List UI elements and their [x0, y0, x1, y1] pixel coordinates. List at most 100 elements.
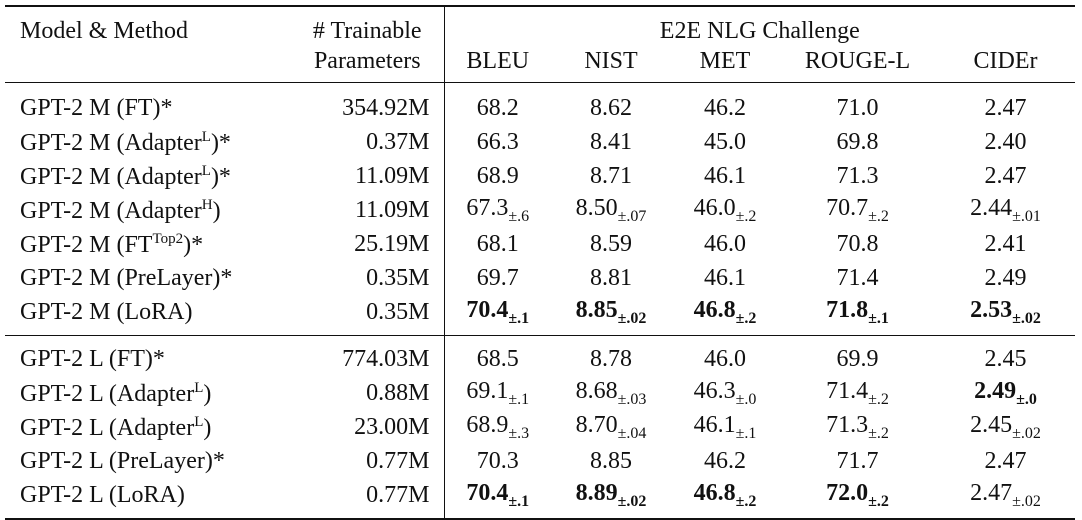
- metric-cell-rouge-l: 71.0: [779, 83, 936, 126]
- model-name: GPT-2 L (Adapter: [20, 414, 195, 441]
- metric-value: 8.85: [575, 296, 618, 323]
- metric-cell-cider: 2.47: [936, 444, 1075, 478]
- metric-std: ±.2: [735, 309, 757, 327]
- metric-value: 8.50: [575, 194, 618, 221]
- metric-cell-met: 46.3±.0: [671, 376, 779, 410]
- metric-cell-bleu: 69.1±.1: [444, 376, 551, 410]
- model-name: GPT-2 L (FT)*: [20, 346, 165, 372]
- metric-value: 46.2: [704, 95, 746, 121]
- metric-std: ±.02: [1012, 424, 1041, 442]
- metric-cell-cider: 2.49±.0: [936, 376, 1075, 410]
- model-name: GPT-2 M (FT: [20, 231, 153, 258]
- metric-value: 70.3: [476, 448, 519, 474]
- metric-cell-nist: 8.59: [551, 227, 671, 261]
- table-header: Model & Method # Trainable E2E NLG Chall…: [5, 5, 1076, 83]
- header-row-2: Parameters BLEU NIST MET ROUGE-L CIDEr: [5, 44, 1076, 83]
- table-row: GPT-2 M (FT)* 354.92M 68.2 8.62 46.2 71.0 2.47: [5, 82, 1075, 126]
- metric-value: 70.7: [826, 194, 869, 221]
- metric-cell-met: 46.8±.2: [671, 295, 779, 336]
- metric-value: 70.4: [466, 479, 509, 506]
- metric-cell-cider: 2.53±.02: [936, 295, 1076, 336]
- metric-value: 2.53: [970, 296, 1013, 323]
- metric-std: ±.02: [617, 309, 647, 327]
- metric-cell-rouge-l: 71.8±.1: [779, 295, 936, 336]
- metric-value: 8.70: [575, 411, 618, 438]
- metric-cell-rouge-l: 69.8: [779, 125, 936, 159]
- metric-value: 46.1: [693, 411, 736, 438]
- table-row: GPT-2 L (LoRA) 0.77M 70.4±.1 8.89±.02 46.8±.…: [5, 478, 1076, 520]
- metric-cell-rouge-l: 69.9: [779, 336, 936, 377]
- trainable-params-cell: 0.37M: [290, 125, 445, 159]
- metric-value: 67.3: [466, 194, 509, 221]
- metric-std: ±.2: [868, 390, 889, 408]
- metric-value: 8.41: [590, 129, 632, 155]
- metric-value: 2.41: [984, 231, 1027, 257]
- metric-cell-cider: 2.47: [936, 159, 1075, 193]
- metric-cell-rouge-l: 70.7±.2: [779, 193, 936, 227]
- model-superscript: L: [201, 128, 211, 145]
- metric-cell-cider: 2.47±.02: [936, 478, 1076, 520]
- trainable-params-cell: 774.03M: [290, 335, 445, 376]
- metric-std: ±.2: [735, 492, 757, 510]
- metric-cell-met: 46.2: [671, 83, 779, 126]
- model-superscript: H: [201, 196, 213, 213]
- trainable-params-cell: 0.77M: [290, 478, 445, 520]
- table-row: GPT-2 M (AdapterL)* 11.09M 68.9 8.71 46.1 71.…: [5, 159, 1075, 193]
- metric-value: 72.0: [826, 479, 869, 506]
- model-name-suffix: )*: [210, 129, 231, 156]
- metric-std: ±.0: [1016, 390, 1037, 408]
- gpt2-medium-group: GPT-2 M (FT)* 354.92M 68.2 8.62 46.2 71.0 2.47…: [5, 82, 1076, 336]
- metric-value: 46.2: [704, 448, 746, 474]
- metric-value: 8.81: [590, 265, 632, 291]
- e2e-results-table: Model & Method # Trainable E2E NLG Chall…: [5, 5, 1076, 520]
- metric-value: 71.3: [836, 163, 879, 189]
- metric-cell-nist: 8.70±.04: [551, 410, 671, 444]
- metric-value: 69.7: [476, 265, 519, 291]
- metric-cell-met: 46.1±.1: [671, 410, 779, 444]
- header-metric-cider: CIDEr: [936, 44, 1076, 83]
- metric-cell-rouge-l: 70.8: [779, 227, 936, 261]
- metric-std: ±.01: [1012, 207, 1041, 225]
- metric-value: 71.0: [836, 95, 879, 121]
- metric-cell-met: 46.0±.2: [671, 193, 779, 227]
- metric-value: 8.71: [590, 163, 632, 189]
- metric-cell-cider: 2.40: [936, 125, 1075, 159]
- metric-value: 70.4: [466, 296, 509, 323]
- model-superscript: L: [194, 379, 204, 396]
- table-row: GPT-2 L (FT)* 774.03M 68.5 8.78 46.0 69.9 2.45: [5, 335, 1075, 377]
- model-name: GPT-2 M (LoRA): [20, 299, 193, 325]
- metric-value: 45.0: [704, 129, 746, 155]
- metric-std: ±.6: [508, 207, 530, 225]
- metric-std: ±.2: [735, 207, 757, 225]
- metric-cell-met: 46.1: [671, 261, 779, 295]
- metric-cell-met: 46.8±.2: [671, 478, 779, 520]
- model-method-cell: GPT-2 M (FT)*: [5, 83, 290, 126]
- metric-cell-nist: 8.85±.02: [551, 295, 671, 336]
- metric-value: 46.0: [704, 346, 746, 372]
- table-row: GPT-2 M (AdapterL)* 0.37M 66.3 8.41 45.0 69.8…: [5, 125, 1075, 159]
- metric-cell-cider: 2.47: [936, 83, 1075, 126]
- model-superscript: Top2: [152, 230, 184, 247]
- metric-cell-rouge-l: 71.3: [779, 159, 936, 193]
- model-name: GPT-2 M (Adapter: [20, 197, 202, 224]
- model-method-cell: GPT-2 M (AdapterL)*: [5, 159, 290, 193]
- metric-value: 8.59: [590, 231, 632, 257]
- trainable-params-cell: 0.35M: [290, 261, 445, 295]
- model-name: GPT-2 L (PreLayer)*: [20, 448, 225, 474]
- metric-value: 8.89: [575, 479, 618, 506]
- metric-value: 68.2: [476, 95, 519, 121]
- header-trainable: # Trainable: [290, 5, 445, 44]
- metric-value: 71.7: [836, 448, 879, 474]
- metric-std: ±.1: [735, 424, 757, 442]
- metric-value: 46.0: [693, 194, 736, 221]
- metric-value: 46.3: [693, 377, 736, 404]
- metric-cell-bleu: 67.3±.6: [444, 193, 551, 227]
- metric-cell-cider: 2.45: [936, 336, 1075, 377]
- table-row: GPT-2 L (PreLayer)* 0.77M 70.3 8.85 46.2 71.7…: [5, 444, 1075, 478]
- model-superscript: L: [201, 162, 211, 179]
- model-superscript: L: [194, 413, 204, 430]
- metric-value: 2.45: [984, 346, 1027, 372]
- metric-value: 46.0: [704, 231, 746, 257]
- metric-cell-bleu: 68.9: [444, 159, 551, 193]
- gpt2-large-group: GPT-2 L (FT)* 774.03M 68.5 8.78 46.0 69.9 2.45…: [5, 335, 1076, 520]
